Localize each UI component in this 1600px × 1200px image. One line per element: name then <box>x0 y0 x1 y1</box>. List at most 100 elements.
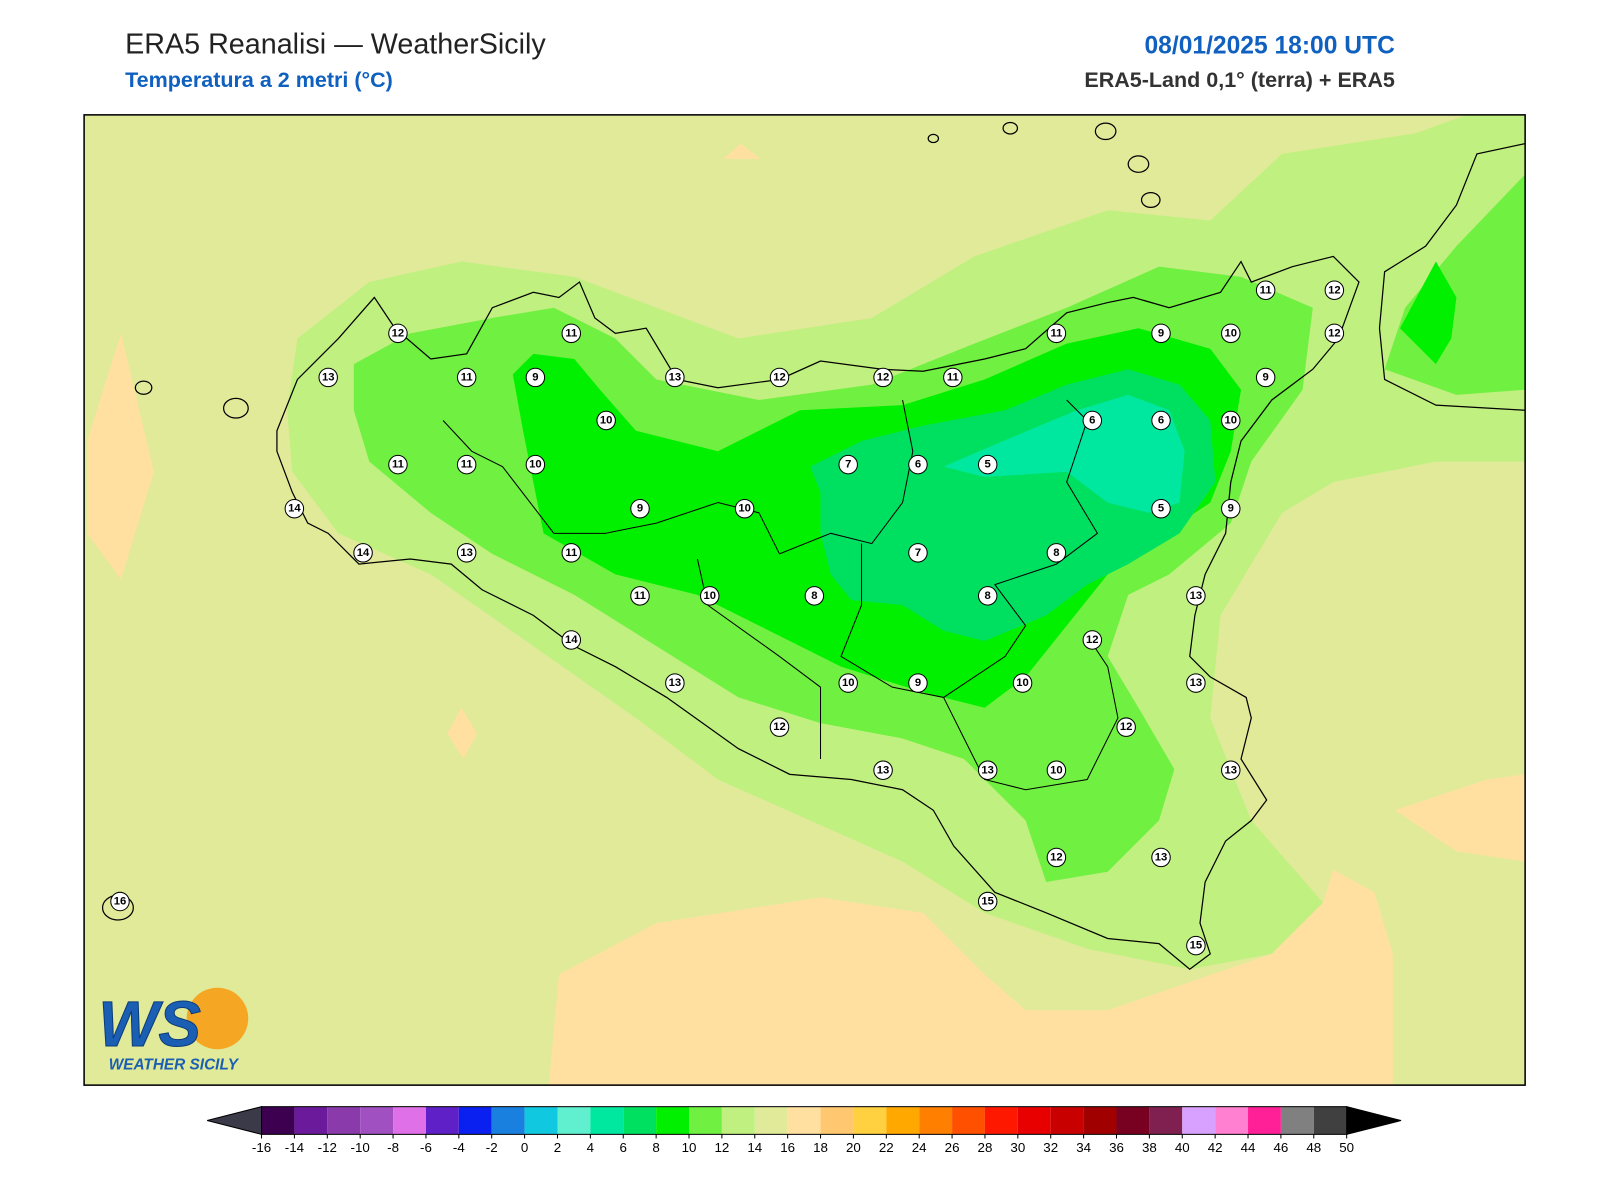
station-marker <box>318 367 338 388</box>
station-value: 14 <box>288 503 301 515</box>
station-value: 11 <box>461 371 473 383</box>
station-value: 13 <box>1190 677 1203 689</box>
island <box>134 380 153 395</box>
title: ERA5 Reanalisi — WeatherSicily <box>125 28 546 60</box>
colorbar-tick-label: 12 <box>714 1140 729 1155</box>
colorbar-tick-label: -12 <box>318 1140 337 1155</box>
station-marker <box>1151 498 1171 519</box>
map-frame <box>83 114 1526 1086</box>
station-value: 12 <box>877 371 890 383</box>
contour-fill <box>1394 774 1526 862</box>
station-value: 13 <box>322 371 335 383</box>
colorbar-bin <box>491 1106 525 1135</box>
colorbar-tick-label: 22 <box>879 1140 894 1155</box>
colorbar-tick-label: 34 <box>1076 1140 1091 1155</box>
colorbar-tick-label: 20 <box>846 1140 861 1155</box>
station-value: 6 <box>915 459 921 471</box>
colorbar-bin <box>590 1106 624 1135</box>
colorbar-bin <box>689 1106 722 1135</box>
colorbar-bin <box>1083 1106 1117 1135</box>
logo-name: WEATHER SICILY <box>109 1057 240 1074</box>
station-marker <box>1186 935 1206 956</box>
station-marker <box>977 586 998 606</box>
colorbar-bin <box>853 1106 887 1135</box>
colorbar-tick-label: 50 <box>1339 1140 1354 1155</box>
colorbar-tick-label: 32 <box>1043 1140 1058 1155</box>
colorbar-tick-label: 8 <box>652 1140 659 1155</box>
colorbar-tick-label: -8 <box>387 1140 399 1155</box>
colorbar-frame <box>261 1106 1348 1135</box>
station-value: 12 <box>1120 721 1133 733</box>
station-marker <box>630 586 650 606</box>
station-marker <box>873 367 893 388</box>
station-value: 11 <box>565 547 577 559</box>
colorbar-tick-label: 48 <box>1306 1140 1321 1155</box>
station-marker <box>456 454 477 475</box>
colorbar-bin <box>327 1106 361 1135</box>
station-value: 10 <box>738 503 751 515</box>
colorbar-tick-label: 36 <box>1109 1140 1124 1155</box>
island <box>1127 155 1150 173</box>
station-marker <box>1151 410 1171 431</box>
station-marker <box>284 498 305 519</box>
province-border <box>840 399 1099 698</box>
island <box>1002 121 1019 135</box>
datetime: 08/01/2025 18:00 UTC <box>1144 32 1395 59</box>
station-value: 9 <box>532 371 538 383</box>
station-value: 13 <box>1155 851 1168 863</box>
station-value: 9 <box>915 677 921 689</box>
island <box>222 397 249 419</box>
colorbar-bin <box>458 1106 492 1135</box>
station-value: 14 <box>357 547 370 559</box>
station-value: 9 <box>637 503 643 515</box>
station-marker <box>804 586 825 606</box>
logo-sun <box>186 987 249 1050</box>
station-marker <box>734 498 755 519</box>
station-value: 12 <box>773 371 786 383</box>
station-marker <box>456 367 477 388</box>
station-marker <box>456 543 477 563</box>
station-marker <box>1186 586 1206 606</box>
colorbar-tick-label: 14 <box>747 1140 762 1155</box>
subtitle: Temperatura a 2 metri (°C) <box>125 68 393 92</box>
station-marker <box>1046 543 1067 563</box>
station-value: 10 <box>600 415 613 427</box>
station-value: 15 <box>1190 940 1203 952</box>
colorbar-bin <box>1280 1106 1314 1135</box>
colorbar-bin <box>1215 1106 1249 1135</box>
station-value: 12 <box>773 721 786 733</box>
station-value: 12 <box>1086 634 1099 646</box>
coastline <box>1378 142 1526 411</box>
logo-mark: WS <box>98 989 200 1060</box>
station-value: 9 <box>1263 371 1269 383</box>
colorbar-tick-label: 46 <box>1273 1140 1288 1155</box>
colorbar-tick-label: 28 <box>978 1140 993 1155</box>
station-marker <box>561 323 582 344</box>
station-value: 15 <box>981 896 994 908</box>
province-border <box>943 635 1119 791</box>
station-value: 11 <box>1050 327 1062 339</box>
station-value: 10 <box>1016 677 1029 689</box>
colorbar-bin <box>1182 1106 1216 1135</box>
colorbar-tick-label: 42 <box>1208 1140 1223 1155</box>
colorbar-tick-label: 44 <box>1241 1140 1256 1155</box>
station-marker <box>561 630 582 650</box>
station-marker <box>977 760 998 780</box>
colorbar-bin <box>1116 1106 1150 1135</box>
station-marker <box>1324 323 1345 344</box>
station-value: 5 <box>985 459 991 471</box>
colorbar-bin <box>787 1106 821 1135</box>
colorbar-bin <box>393 1106 426 1135</box>
station-value: 8 <box>811 590 817 602</box>
station-value: 10 <box>1050 764 1063 776</box>
colorbar: -16 -14 -12 -10 -8 -6 -4 -2 0 2 4 6 8 10 12 14 16 18 20 22 2… <box>207 1106 1402 1155</box>
station-value: 9 <box>1158 327 1164 339</box>
station-marker <box>525 454 546 475</box>
colorbar-bin <box>886 1106 920 1135</box>
colorbar-bin <box>1313 1106 1347 1135</box>
station-marker <box>769 367 790 388</box>
island <box>927 133 940 144</box>
station-marker <box>1221 323 1241 344</box>
colorbar-bin <box>1050 1106 1084 1135</box>
station-value: 12 <box>392 327 405 339</box>
